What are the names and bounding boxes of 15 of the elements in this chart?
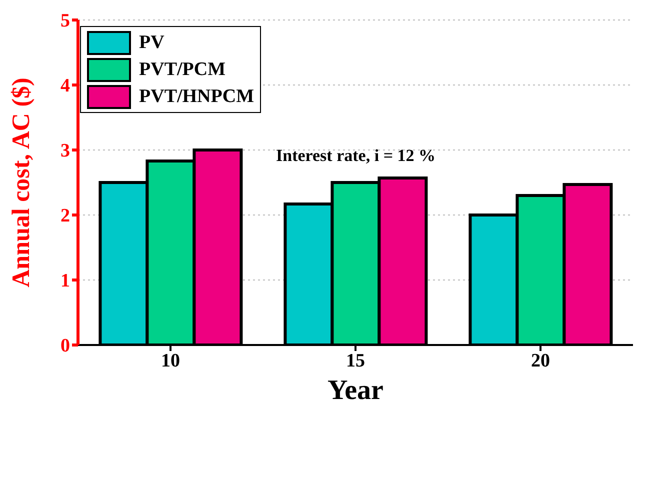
x-tick-label: 10	[161, 350, 180, 372]
y-tick-label: 3	[60, 140, 70, 162]
x-tick-label: 15	[346, 350, 365, 372]
legend-label: PVT/HNPCM	[139, 86, 254, 108]
y-tick-label: 4	[60, 76, 70, 97]
y-tick-label: 1	[60, 270, 70, 292]
legend-label: PVT/PCM	[139, 58, 226, 80]
y-tick-label: 2	[60, 206, 70, 227]
y-axis-title: Annual cost, AC ($)	[8, 78, 35, 288]
x-axis-title: Year	[328, 375, 384, 406]
annotation: Interest rate, i = 12 %	[276, 146, 436, 166]
x-tick-label: 20	[531, 350, 550, 372]
y-tick-label: 5	[60, 10, 70, 32]
legend-label: PV	[139, 32, 164, 54]
y-tick-label: 0	[60, 336, 70, 357]
